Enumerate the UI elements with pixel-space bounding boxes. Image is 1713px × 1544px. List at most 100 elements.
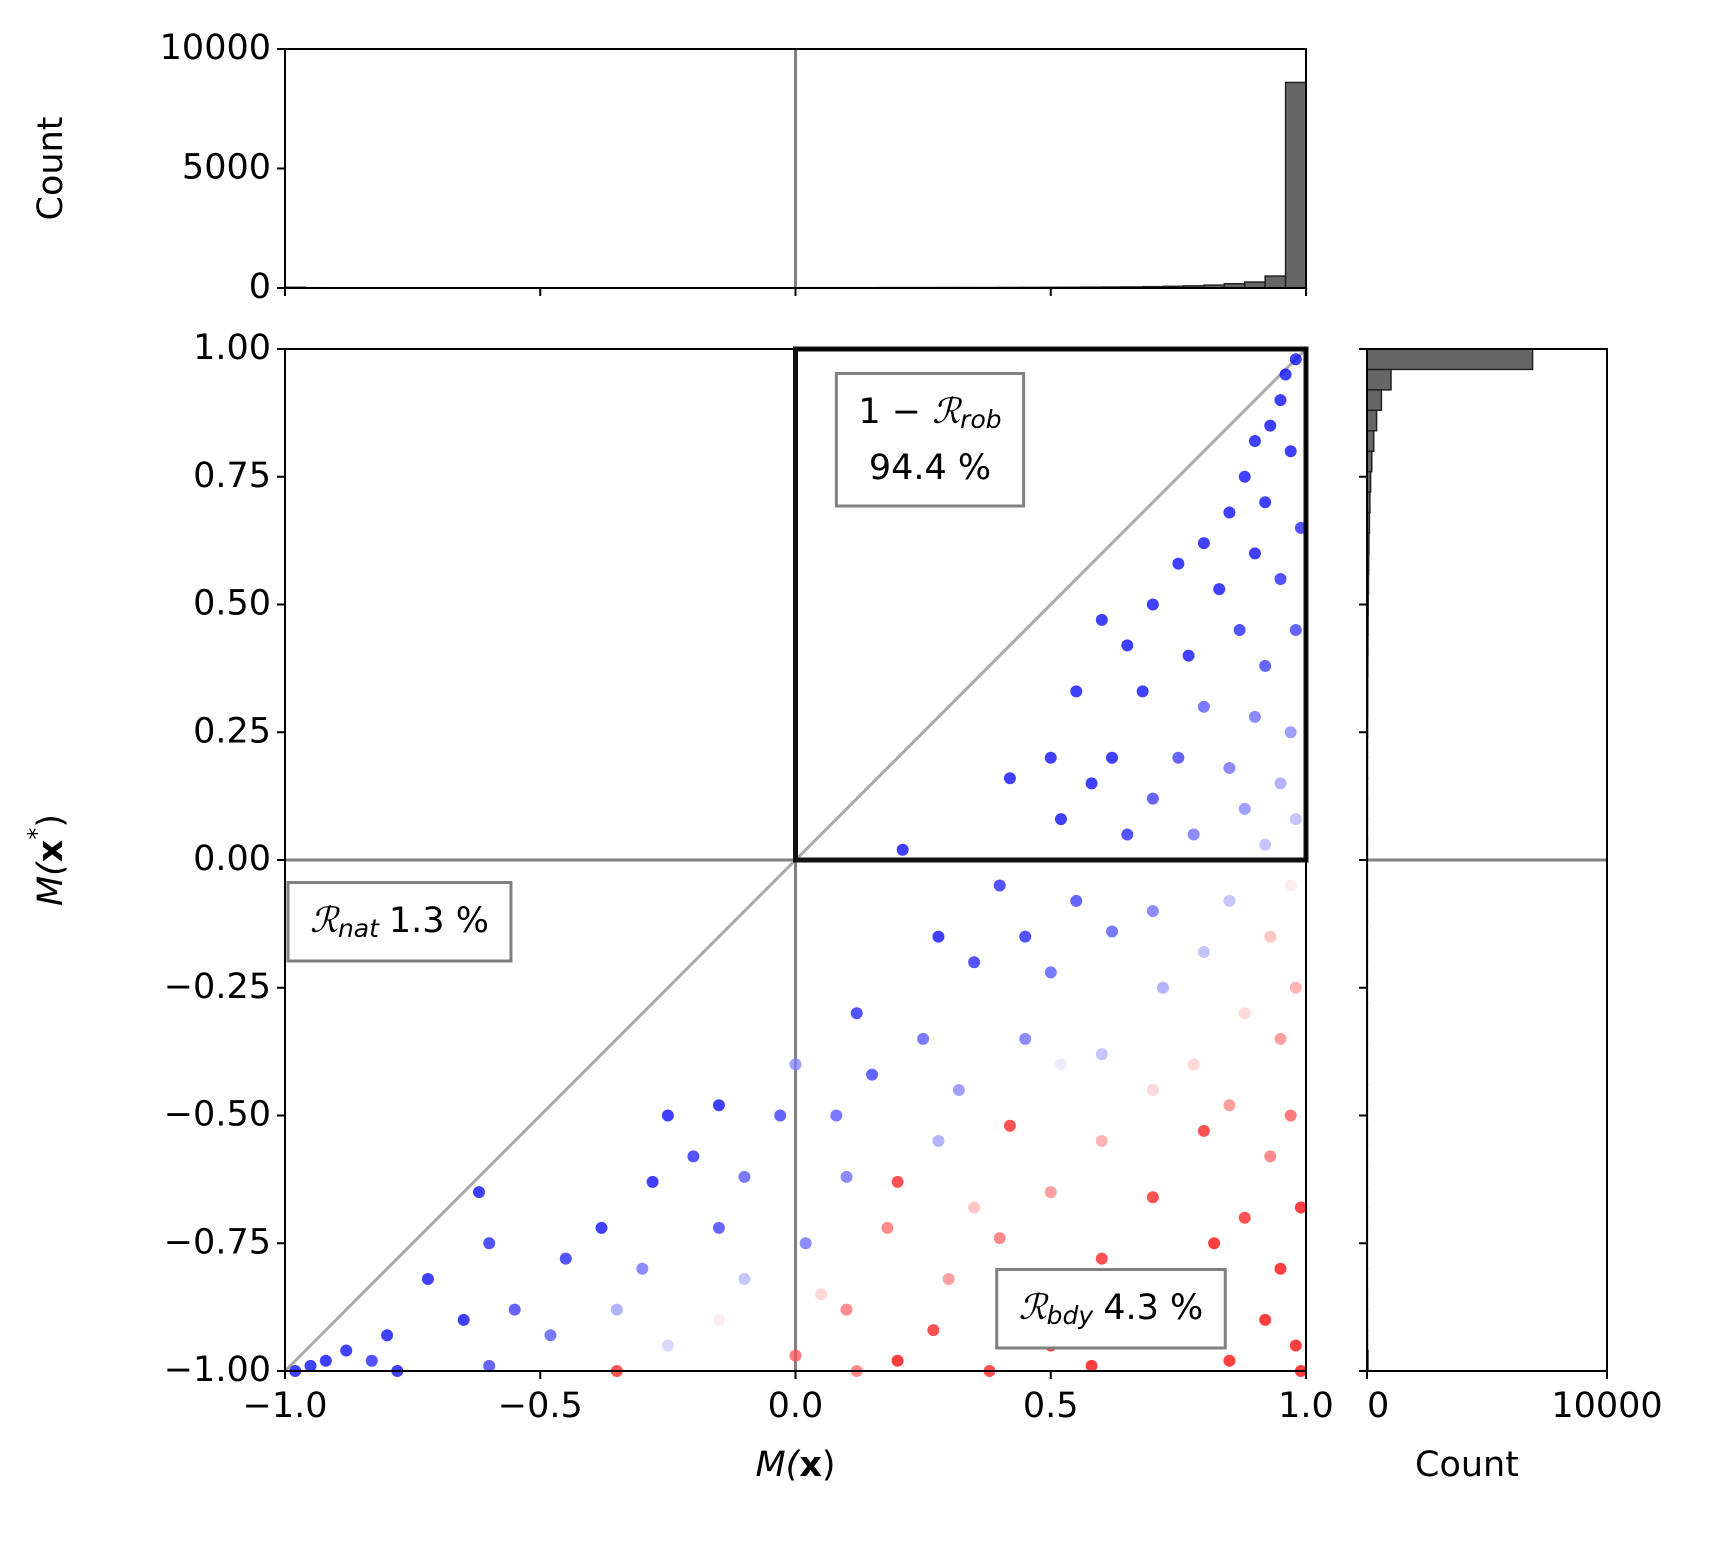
point	[892, 1355, 904, 1367]
annotation-part: 1 −	[858, 392, 932, 432]
point	[953, 1084, 965, 1096]
point	[881, 1222, 893, 1234]
point	[1055, 1058, 1067, 1070]
point	[1147, 793, 1159, 805]
label-part: M(	[755, 1445, 800, 1485]
point	[790, 1058, 802, 1070]
point	[994, 1232, 1006, 1244]
point	[1274, 573, 1286, 585]
point	[473, 1186, 485, 1198]
annotation-part: 4.3 %	[1103, 1288, 1203, 1328]
point	[1239, 471, 1251, 483]
annotation: ℛbdy 4.3 %	[997, 1270, 1226, 1349]
y-tick-label: −0.75	[164, 1222, 271, 1262]
point	[713, 1099, 725, 1111]
point	[1045, 752, 1057, 764]
point	[1264, 420, 1276, 432]
point	[1121, 828, 1133, 840]
point	[1183, 650, 1195, 662]
point	[1285, 880, 1297, 892]
point	[1285, 445, 1297, 457]
x-tick-label: 0.0	[768, 1386, 824, 1426]
point	[932, 931, 944, 943]
point	[1147, 1191, 1159, 1203]
point	[1274, 394, 1286, 406]
point	[892, 1176, 904, 1188]
point	[422, 1273, 434, 1285]
point	[841, 1171, 853, 1183]
point	[1086, 777, 1098, 789]
point	[320, 1355, 332, 1367]
y-tick-label: 0	[249, 267, 271, 307]
hist-bar	[1367, 410, 1377, 430]
point	[1188, 828, 1200, 840]
y-axis-label: M(x*)	[23, 814, 71, 906]
point	[596, 1222, 608, 1234]
y-tick-label: 0.75	[193, 456, 271, 496]
point	[662, 1339, 674, 1351]
label-part: x	[799, 1445, 822, 1485]
hist-bar	[1367, 431, 1374, 451]
point	[738, 1171, 750, 1183]
point	[1264, 1150, 1276, 1162]
point	[774, 1110, 786, 1122]
hist-bar	[1286, 82, 1306, 288]
annotation-symbol: ℛ	[932, 392, 962, 432]
annotation-symbol: ℛ	[1019, 1288, 1049, 1328]
point	[713, 1222, 725, 1234]
label-part: M(	[31, 861, 71, 906]
point	[1172, 558, 1184, 570]
point	[1106, 752, 1118, 764]
point	[1198, 946, 1210, 958]
point	[544, 1329, 556, 1341]
point	[994, 880, 1006, 892]
point	[1045, 1186, 1057, 1198]
point	[851, 1007, 863, 1019]
point	[1249, 435, 1261, 447]
point	[917, 1033, 929, 1045]
point	[1290, 1339, 1302, 1351]
point	[1147, 599, 1159, 611]
point	[968, 956, 980, 968]
point	[1019, 1033, 1031, 1045]
point	[1172, 752, 1184, 764]
hist-bar	[1367, 369, 1391, 389]
point	[800, 1237, 812, 1249]
point	[483, 1237, 495, 1249]
point	[1264, 931, 1276, 943]
hist-bar	[1367, 390, 1381, 410]
hist-bar	[1265, 276, 1285, 288]
point	[1188, 1058, 1200, 1070]
point	[927, 1324, 939, 1336]
point	[662, 1110, 674, 1122]
annotation-symbol: ℛ	[310, 901, 340, 941]
point	[866, 1069, 878, 1081]
x-tick-label: −0.5	[498, 1386, 583, 1426]
annotation-sub: bdy	[1047, 1301, 1095, 1330]
point	[1004, 772, 1016, 784]
point	[1096, 1048, 1108, 1060]
y-tick-label: 0.00	[193, 839, 271, 879]
point	[1157, 982, 1169, 994]
point	[1223, 895, 1235, 907]
point	[1198, 701, 1210, 713]
point	[1070, 685, 1082, 697]
point	[1198, 1125, 1210, 1137]
point	[366, 1355, 378, 1367]
y-tick-label: 0.25	[193, 711, 271, 751]
x-tick-label: 1.0	[1278, 1386, 1334, 1426]
y-tick-label: 1.00	[193, 328, 271, 368]
point	[1198, 537, 1210, 549]
point	[1121, 639, 1133, 651]
point	[1096, 1253, 1108, 1265]
point	[1249, 711, 1261, 723]
annotation-text: 94.4 %	[869, 448, 991, 488]
point	[647, 1176, 659, 1188]
point	[1290, 982, 1302, 994]
point	[1280, 369, 1292, 381]
point	[815, 1288, 827, 1300]
point	[1239, 1212, 1251, 1224]
